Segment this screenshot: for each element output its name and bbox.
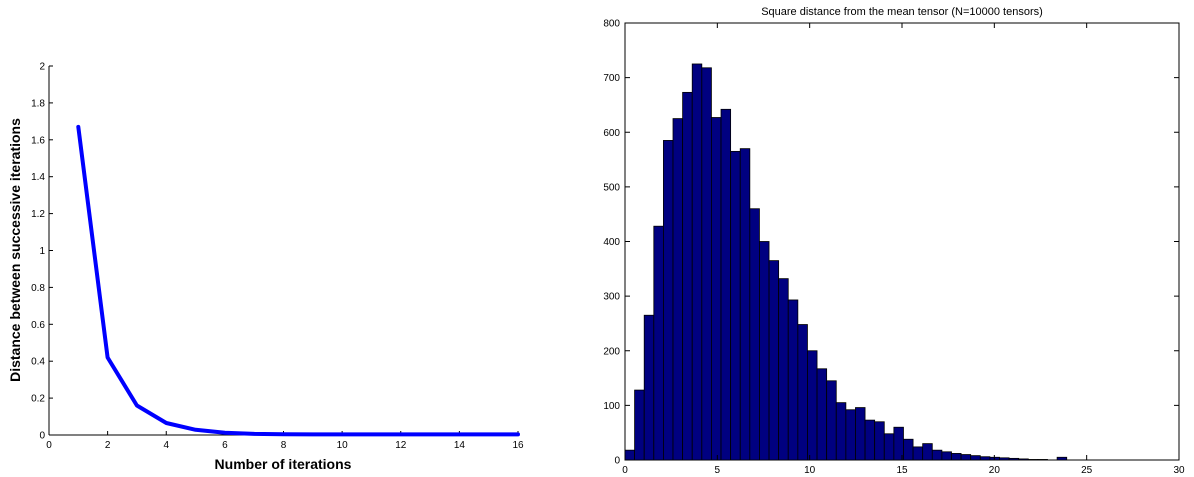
left-y-tick-label: 1 [39, 246, 45, 257]
left-x-tick-label: 14 [454, 440, 466, 451]
histogram-bar [691, 63, 703, 461]
right-y-ticks: 0 100 200 300 400 500 600 700 800 [603, 19, 1179, 467]
left-y-ticks: 0 0.2 0.4 0.6 0.8 1 1.2 1.4 1.6 1.8 2 [31, 62, 53, 442]
left-x-axis-label: Number of iterations [215, 456, 352, 472]
histogram-bar [951, 453, 962, 461]
histogram-bar [730, 150, 741, 461]
right-x-tick-label: 15 [896, 465, 908, 476]
left-x-tick-label: 12 [395, 440, 407, 451]
convergence-line [76, 124, 520, 437]
histogram-bar [941, 451, 952, 461]
left-y-tick-label: 0.6 [31, 320, 45, 331]
histogram-bar [711, 117, 722, 461]
histogram-bar [1056, 456, 1068, 461]
histogram-bar [1018, 458, 1029, 461]
histogram-bar [807, 350, 818, 461]
histogram-bar [912, 446, 924, 461]
right-y-tick-label: 700 [603, 73, 620, 84]
histogram-bar [826, 380, 837, 461]
histogram-bar [768, 260, 780, 461]
histogram-chart: 0 5 10 15 20 25 30 0 100 200 300 400 500 600 700 800 S… [603, 6, 1185, 476]
right-x-tick-label: 5 [715, 465, 721, 476]
histogram-bar [835, 402, 847, 461]
histogram-bar [1027, 459, 1039, 461]
right-y-tick-label: 300 [603, 292, 620, 303]
histogram-bar [816, 368, 828, 461]
histogram-bar [797, 324, 808, 461]
histogram-title: Square distance from the mean tensor (N=… [761, 6, 1043, 18]
right-x-tick-label: 0 [622, 465, 628, 476]
histogram-bar [931, 449, 943, 461]
left-x-tick-label: 6 [222, 440, 228, 451]
histogram-bar [778, 278, 789, 461]
right-y-tick-label: 0 [614, 456, 620, 467]
left-x-tick-label: 4 [163, 440, 169, 451]
right-x-tick-label: 20 [989, 465, 1001, 476]
right-y-tick-label: 500 [603, 182, 620, 193]
right-x-ticks: 0 5 10 15 20 25 30 [622, 23, 1185, 476]
histogram-bar [739, 148, 751, 461]
histogram-bar [960, 454, 972, 461]
histogram-bar [720, 108, 732, 461]
left-y-tick-label: 1.8 [31, 98, 45, 109]
right-y-tick-label: 100 [603, 401, 620, 412]
right-y-tick-label: 200 [603, 346, 620, 357]
left-x-tick-label: 2 [105, 440, 111, 451]
left-y-tick-label: 0.4 [31, 357, 45, 368]
left-y-axis-label: Distance between successive iterations [7, 118, 23, 382]
left-y-tick-label: 1.2 [31, 209, 45, 220]
right-y-tick-label: 400 [603, 237, 620, 248]
histogram-bar [672, 118, 684, 461]
right-x-tick-label: 25 [1081, 465, 1093, 476]
histogram-bar [1008, 457, 1020, 461]
left-x-tick-label: 10 [337, 440, 349, 451]
histogram-bars [624, 63, 1068, 461]
histogram-bar [922, 443, 933, 461]
right-y-tick-label: 600 [603, 128, 620, 139]
histogram-bar [874, 421, 885, 461]
histogram-bar [663, 140, 674, 461]
convergence-line-chart: 0 2 4 6 8 10 12 14 16 0 0.2 0.4 0.6 0.8 1 1.2 1.4 1.6 1.8… [7, 62, 524, 473]
histogram-bar [787, 299, 799, 461]
histogram-bar [883, 433, 895, 461]
histogram-bar [903, 438, 914, 461]
left-y-tick-label: 1.4 [31, 172, 45, 183]
left-x-ticks: 0 2 4 6 8 10 12 14 16 [46, 431, 524, 451]
histogram-bar [624, 449, 636, 461]
left-y-tick-label: 2 [39, 62, 45, 73]
left-y-tick-label: 0.8 [31, 283, 45, 294]
left-y-tick-label: 0.2 [31, 394, 45, 405]
histogram-bar [845, 409, 856, 461]
histogram-bar [643, 314, 655, 461]
histogram-bar [864, 419, 876, 461]
left-x-tick-label: 16 [512, 440, 524, 451]
right-y-tick-label: 800 [603, 19, 620, 30]
histogram-bar [999, 457, 1010, 461]
histogram-bar [979, 456, 991, 461]
histogram-bar [855, 407, 866, 461]
left-y-tick-label: 0 [39, 431, 45, 442]
histogram-bar [701, 67, 712, 461]
right-x-tick-label: 30 [1173, 465, 1185, 476]
histogram-bar [970, 455, 981, 461]
histogram-bar [1037, 459, 1048, 461]
right-x-tick-label: 10 [804, 465, 816, 476]
histogram-bar [749, 208, 760, 461]
left-x-tick-label: 8 [281, 440, 287, 451]
left-y-tick-label: 1.6 [31, 135, 45, 146]
left-x-tick-label: 0 [46, 440, 52, 451]
histogram-bar [759, 241, 770, 461]
histogram-bar [682, 91, 693, 461]
histogram-bar [653, 225, 664, 461]
histogram-bar [634, 389, 645, 461]
